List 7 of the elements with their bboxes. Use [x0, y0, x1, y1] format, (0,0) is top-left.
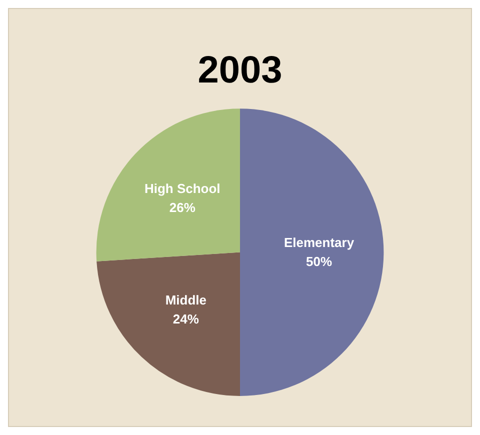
slice-label: Elementary [284, 234, 355, 250]
data-label: 50% [306, 254, 332, 269]
data-label: 26% [169, 200, 196, 215]
data-label: 24% [172, 311, 200, 326]
slice-label: High School [144, 180, 220, 196]
slice-label: Middle [165, 292, 206, 308]
chart-title: 2003 [198, 49, 282, 92]
